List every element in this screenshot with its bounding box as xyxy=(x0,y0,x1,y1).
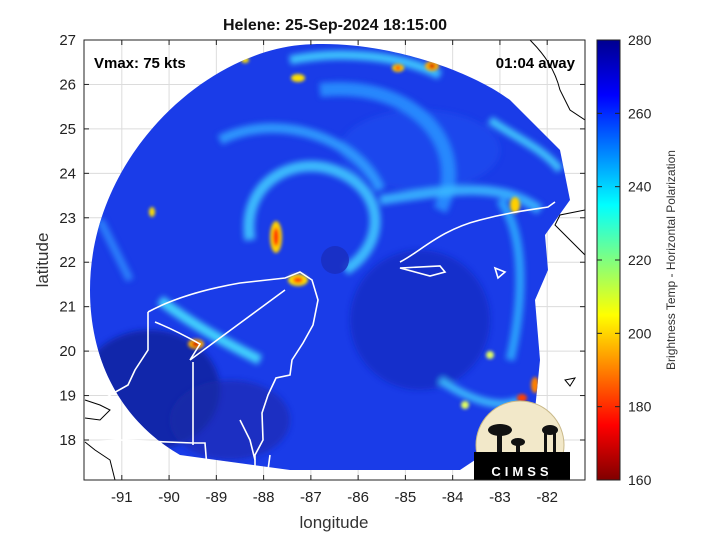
chart-title: Helene: 25-Sep-2024 18:15:00 xyxy=(223,17,447,34)
y-tick-label: 20 xyxy=(59,343,76,360)
y-axis-ticks: 18 19 20 21 22 23 24 25 26 27 xyxy=(59,32,585,449)
colorbar-ticks: 160 180 200 220 240 260 280 xyxy=(597,32,652,488)
x-tick-label: -89 xyxy=(205,489,227,506)
storm-eye xyxy=(321,246,349,274)
y-axis-label: latitude xyxy=(33,233,52,288)
x-tick-label: -86 xyxy=(347,489,369,506)
colorbar-tick-label: 160 xyxy=(628,472,652,488)
y-tick-label: 22 xyxy=(59,254,76,271)
x-axis-ticks: -91 -90 -89 -88 -87 -86 -85 -84 -83 -82 xyxy=(111,40,558,506)
y-tick-label: 18 xyxy=(59,432,76,449)
colorbar-label: Brightness Temp - Horizontal Polarizatio… xyxy=(664,150,678,370)
colorbar-tick-label: 200 xyxy=(628,325,652,341)
y-tick-label: 23 xyxy=(59,210,76,227)
y-tick-label: 26 xyxy=(59,76,76,93)
coastline-black xyxy=(84,40,585,480)
x-tick-label: -88 xyxy=(253,489,275,506)
colorbar-tick-label: 240 xyxy=(628,179,652,195)
vmax-annotation: Vmax: 75 kts xyxy=(94,55,186,72)
warm-cells xyxy=(149,57,539,409)
x-tick-label: -87 xyxy=(300,489,322,506)
x-tick-label: -84 xyxy=(442,489,464,506)
plot-frame xyxy=(83,39,586,481)
colorbar: 160 180 200 220 240 260 280 Brightness Temp - … xyxy=(596,32,678,488)
colorbar-tick-label: 260 xyxy=(628,105,652,121)
y-tick-label: 25 xyxy=(59,121,76,138)
x-tick-label: -85 xyxy=(395,489,417,506)
y-tick-label: 21 xyxy=(59,299,76,316)
cimss-logo: CIMSS xyxy=(474,400,570,480)
time-away-annotation: 01:04 away xyxy=(496,55,576,72)
swath-texture xyxy=(90,50,564,460)
x-tick-label: -82 xyxy=(536,489,558,506)
logo-text: CIMSS xyxy=(491,464,552,479)
y-tick-label: 24 xyxy=(59,165,76,182)
colorbar-tick-label: 180 xyxy=(628,399,652,415)
colorbar-tick-label: 280 xyxy=(628,32,652,48)
y-tick-label: 19 xyxy=(59,388,76,405)
x-axis-label: longitude xyxy=(299,513,368,532)
brightness-temp-swath xyxy=(90,44,570,471)
plot-area: CIMSS -91 -90 -89 -88 -87 -86 -85 -84 -83 -82 181… xyxy=(59,32,586,506)
coastline-white xyxy=(84,201,556,480)
x-tick-label: -83 xyxy=(489,489,511,506)
x-tick-label: -90 xyxy=(158,489,180,506)
x-tick-label: -91 xyxy=(111,489,133,506)
colorbar-tick-label: 220 xyxy=(628,252,652,268)
y-tick-label: 27 xyxy=(59,32,76,49)
